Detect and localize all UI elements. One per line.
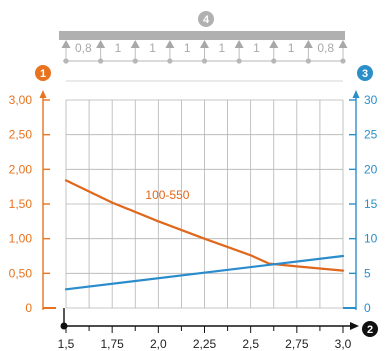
beam-support-triangle bbox=[165, 40, 175, 48]
x-axis-arrow bbox=[350, 322, 359, 330]
right-axis-badge-label: 3 bbox=[362, 68, 368, 80]
beam-node bbox=[132, 58, 138, 64]
beam-span-label: 1 bbox=[184, 41, 191, 55]
right-axis-ticks: 0 5 10 15 20 25 30 bbox=[349, 93, 378, 315]
x-axis-tick-label: 1,5 bbox=[58, 337, 75, 351]
beam-node bbox=[201, 58, 208, 64]
beam-support-triangle bbox=[200, 40, 209, 48]
x-axis-tick-label: 1,75 bbox=[100, 337, 124, 351]
series-line-right bbox=[64, 254, 345, 291]
beam-support-triangle bbox=[234, 40, 244, 48]
beam-badge bbox=[198, 11, 214, 27]
right-axis-tick-label: 20 bbox=[364, 162, 378, 176]
beam-node bbox=[167, 58, 173, 64]
chart-series: 100-550 bbox=[43, 179, 356, 309]
right-axis-tick-label: 25 bbox=[364, 128, 378, 142]
beam-support-triangle bbox=[61, 40, 71, 48]
beam-span-label: 1 bbox=[149, 41, 156, 55]
right-axis-arrow bbox=[352, 90, 360, 98]
beam-span-label: 1 bbox=[218, 41, 225, 55]
beam-diagram: 0,8 1 1 1 1 1 1 0,8 4 bbox=[59, 11, 348, 82]
right-axis-tick-label: 15 bbox=[364, 197, 378, 211]
right-axis-tick-label: 30 bbox=[364, 93, 378, 107]
right-axis-tick-label: 10 bbox=[364, 232, 378, 246]
left-axis-tick-label: 2,00 bbox=[9, 162, 33, 176]
series-label: 100-550 bbox=[145, 188, 189, 202]
beam-supports bbox=[61, 40, 348, 61]
beam-span-label: 1 bbox=[253, 41, 260, 55]
beam-node bbox=[271, 58, 277, 64]
left-axis-tick-label: 1,50 bbox=[9, 197, 33, 211]
beam-span-labels: 0,8 1 1 1 1 1 1 0,8 bbox=[75, 41, 334, 55]
beam-support-triangle bbox=[338, 40, 348, 48]
x-axis-tick-label: 2,5 bbox=[242, 337, 259, 351]
beam-nodes bbox=[63, 58, 346, 64]
left-axis-ticks: 0 0,50 1,00 1,50 2,00 2,50 3,00 bbox=[9, 93, 50, 315]
left-axis-tick-label: 0 bbox=[25, 301, 32, 315]
beam-span-label: 0,8 bbox=[317, 41, 334, 55]
left-axis-arrow bbox=[39, 90, 47, 98]
chart-grid bbox=[65, 99, 344, 309]
beam-support-triangle bbox=[130, 40, 140, 48]
beam-bar bbox=[59, 31, 345, 40]
x-axis: 1,5 1,75 2,0 2,25 2,5 2,75 3,0 2 bbox=[58, 308, 378, 351]
x-axis-tick-label: 2,0 bbox=[150, 337, 167, 351]
x-axis-badge bbox=[362, 321, 378, 337]
right-axis-tick-label: 0 bbox=[364, 301, 371, 315]
left-axis-tick-label: 2,50 bbox=[9, 128, 33, 142]
right-axis-badge bbox=[357, 65, 373, 81]
beam-span-label: 1 bbox=[288, 41, 295, 55]
beam-node bbox=[63, 58, 69, 64]
left-axis-tick-label: 1,00 bbox=[9, 232, 33, 246]
x-axis-badge-label: 2 bbox=[367, 324, 373, 336]
series-line-100-550 bbox=[64, 179, 345, 272]
left-axis: 0 0,50 1,00 1,50 2,00 2,50 3,00 1 bbox=[9, 65, 51, 315]
beam-node bbox=[98, 58, 104, 64]
left-axis-tick-label: 3,00 bbox=[9, 93, 33, 107]
beam-span-label: 0,8 bbox=[75, 41, 92, 55]
beam-node bbox=[305, 58, 311, 64]
beam-node bbox=[236, 58, 242, 64]
right-axis-tick-label: 5 bbox=[364, 266, 371, 280]
beam-span-label: 1 bbox=[115, 41, 122, 55]
beam-node bbox=[340, 58, 346, 64]
beam-badge-label: 4 bbox=[203, 14, 210, 26]
beam-support-triangle bbox=[269, 40, 279, 48]
left-axis-tick-label: 0,50 bbox=[9, 266, 33, 280]
x-axis-tick-label: 2,75 bbox=[285, 337, 309, 351]
right-axis: 0 5 10 15 20 25 30 3 bbox=[349, 65, 378, 315]
x-axis-ticks: 1,5 1,75 2,0 2,25 2,5 2,75 3,0 bbox=[58, 326, 352, 351]
left-axis-badge bbox=[35, 65, 51, 81]
x-axis-tick-label: 2,25 bbox=[193, 337, 217, 351]
beam-support-triangle bbox=[303, 40, 313, 48]
x-axis-tick-label: 3,0 bbox=[335, 337, 352, 351]
beam-support-triangle bbox=[96, 40, 106, 48]
left-axis-badge-label: 1 bbox=[40, 68, 46, 80]
